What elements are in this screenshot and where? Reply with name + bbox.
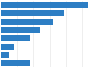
Bar (1, 10, 64, 16)
Bar (1, 27, 40, 33)
Bar (1, 35, 30, 41)
Bar (1, 19, 53, 25)
Bar (1, 60, 30, 66)
Bar (1, 44, 14, 50)
Bar (1, 2, 88, 8)
Bar (1, 52, 9, 58)
